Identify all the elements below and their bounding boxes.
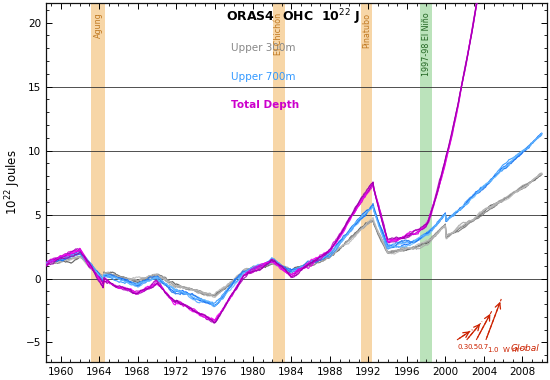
Text: Agung: Agung <box>94 13 102 38</box>
Text: El Chichón: El Chichón <box>274 13 283 55</box>
Text: 0.5: 0.5 <box>468 344 478 350</box>
Text: Global: Global <box>511 344 540 353</box>
Text: Upper 300m: Upper 300m <box>231 43 296 53</box>
Text: Upper 700m: Upper 700m <box>231 71 296 82</box>
Bar <box>361 3 372 362</box>
Text: ORAS4  OHC  10$^{22}$ J: ORAS4 OHC 10$^{22}$ J <box>226 7 360 27</box>
Y-axis label: 10$^{22}$ Joules: 10$^{22}$ Joules <box>3 150 23 215</box>
Bar <box>91 3 105 362</box>
Bar <box>273 3 285 362</box>
Text: 0.7: 0.7 <box>477 344 488 350</box>
Text: Total Depth: Total Depth <box>231 100 299 110</box>
Bar <box>420 3 432 362</box>
Text: 1.0  W m$^{-2}$: 1.0 W m$^{-2}$ <box>487 344 527 356</box>
Text: Pinatubo: Pinatubo <box>362 13 371 48</box>
Text: 0.3: 0.3 <box>458 344 469 350</box>
Text: 1997-98 El Niño: 1997-98 El Niño <box>422 13 431 76</box>
